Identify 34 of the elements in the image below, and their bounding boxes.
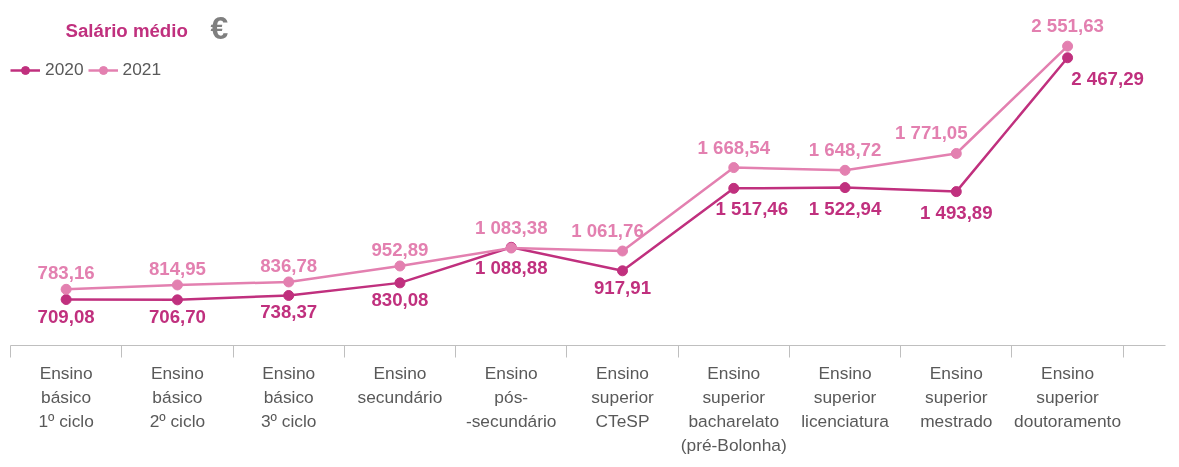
- data-label: 709,08: [37, 305, 95, 327]
- data-label: 830,08: [371, 288, 429, 310]
- data-label: 1 083,38: [474, 217, 548, 239]
- data-label: 783,16: [37, 262, 95, 284]
- x-tick-label: Ensino básico 2º ciclo: [149, 362, 206, 431]
- data-label: 1 061,76: [571, 220, 644, 242]
- data-label: 952,89: [371, 238, 429, 260]
- data-label: 814,95: [148, 257, 206, 279]
- data-label: 738,37: [260, 301, 318, 323]
- x-tick-label: Ensino básico 3º ciclo: [260, 362, 317, 431]
- x-tick-label: Ensino superior licenciatura: [801, 362, 890, 431]
- x-tick-label: Ensino superior bacharelato (pré-Bolonha): [680, 362, 787, 455]
- data-label: 706,70: [148, 305, 206, 327]
- data-label: 1 771,05: [895, 122, 968, 144]
- legend-label: 2021: [122, 59, 162, 80]
- x-tick-label: Ensino pós- -secundário: [465, 362, 557, 431]
- data-label: 917,91: [593, 276, 652, 298]
- data-label: 1 522,94: [808, 197, 882, 219]
- legend-label: 2020: [45, 59, 84, 80]
- text: €: [210, 9, 229, 46]
- data-label: 1 668,54: [697, 136, 771, 158]
- data-label: 836,78: [260, 254, 318, 276]
- x-tick-label: Ensino superior doutoramento: [1014, 362, 1122, 431]
- data-label: 2 467,29: [1071, 67, 1144, 89]
- x-tick-label: Ensino superior CTeSP: [591, 362, 655, 431]
- data-label: 1 517,46: [715, 198, 789, 220]
- data-label: 2 551,63: [1031, 15, 1104, 37]
- x-tick-label: Ensino superior mestrado: [920, 362, 993, 431]
- data-label: 1 088,88: [474, 257, 548, 279]
- x-tick-label: Ensino básico 1º ciclo: [38, 362, 94, 431]
- chart-title: Salário médio: [65, 19, 188, 41]
- data-label: 1 648,72: [808, 139, 882, 161]
- data-label: 1 493,89: [920, 201, 993, 223]
- x-tick-label: Ensino secundário: [357, 362, 443, 407]
